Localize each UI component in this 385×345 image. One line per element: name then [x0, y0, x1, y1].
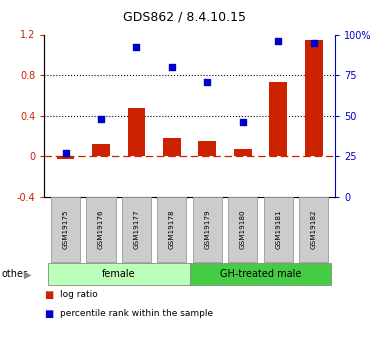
Bar — [57, 156, 74, 159]
FancyBboxPatch shape — [157, 197, 186, 262]
FancyBboxPatch shape — [299, 197, 328, 262]
Text: GSM19177: GSM19177 — [134, 210, 139, 249]
Text: other: other — [2, 269, 28, 279]
Bar — [127, 108, 145, 156]
Bar — [92, 144, 110, 156]
Point — [275, 38, 281, 44]
Point — [240, 119, 246, 125]
FancyBboxPatch shape — [51, 197, 80, 262]
Point — [133, 45, 139, 50]
Bar — [305, 40, 323, 156]
Text: GSM19180: GSM19180 — [240, 210, 246, 249]
Bar — [163, 138, 181, 156]
Point — [98, 116, 104, 121]
Text: GSM19179: GSM19179 — [204, 210, 210, 249]
Text: GSM19176: GSM19176 — [98, 210, 104, 249]
Bar — [199, 141, 216, 156]
Text: GH-treated male: GH-treated male — [220, 269, 301, 279]
Text: GSM19181: GSM19181 — [275, 210, 281, 249]
Text: GSM19182: GSM19182 — [311, 210, 317, 249]
FancyBboxPatch shape — [193, 197, 222, 262]
Text: GSM19175: GSM19175 — [62, 210, 69, 249]
FancyBboxPatch shape — [48, 264, 190, 285]
Text: ■: ■ — [44, 290, 54, 300]
FancyBboxPatch shape — [228, 197, 257, 262]
Text: ■: ■ — [44, 309, 54, 319]
FancyBboxPatch shape — [122, 197, 151, 262]
Bar — [270, 82, 287, 156]
Point — [311, 40, 317, 46]
Point — [204, 79, 211, 84]
FancyBboxPatch shape — [87, 197, 116, 262]
Text: female: female — [102, 269, 136, 279]
Text: log ratio: log ratio — [60, 290, 97, 299]
Text: GDS862 / 8.4.10.15: GDS862 / 8.4.10.15 — [123, 10, 246, 23]
Text: GSM19178: GSM19178 — [169, 210, 175, 249]
FancyBboxPatch shape — [264, 197, 293, 262]
Text: percentile rank within the sample: percentile rank within the sample — [60, 309, 213, 318]
FancyBboxPatch shape — [190, 264, 331, 285]
Point — [62, 150, 69, 156]
Point — [169, 64, 175, 70]
Bar — [234, 149, 252, 156]
Text: ▶: ▶ — [24, 269, 31, 279]
